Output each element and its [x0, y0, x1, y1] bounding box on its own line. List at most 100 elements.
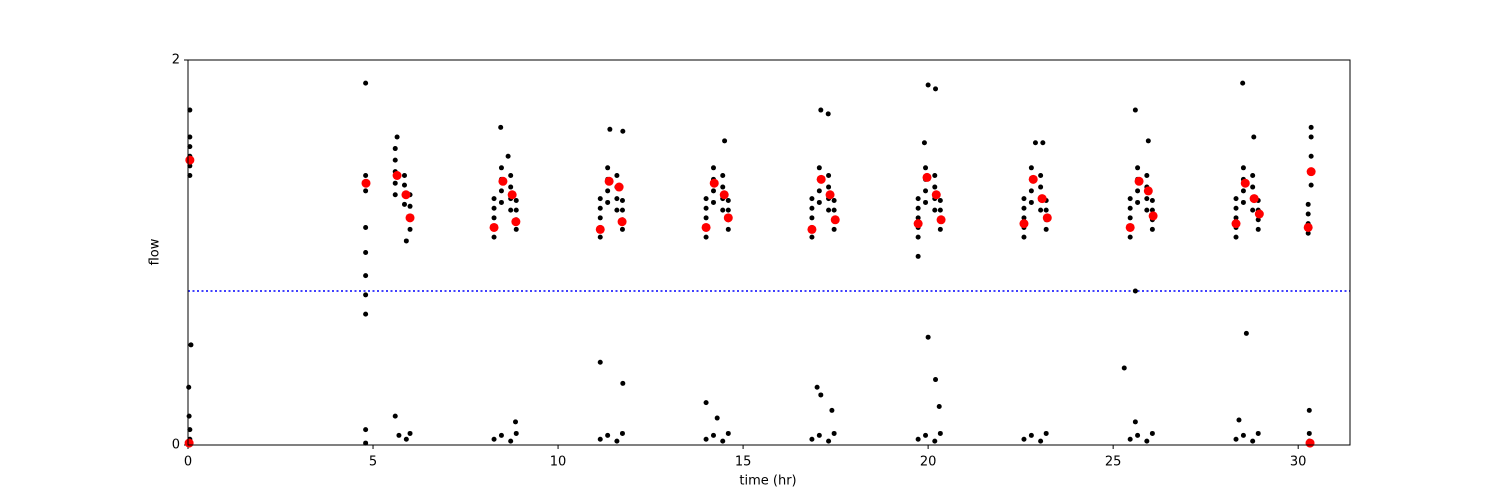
point [1143, 186, 1153, 196]
point [617, 217, 627, 227]
point [619, 226, 625, 232]
point [491, 196, 497, 202]
point [1306, 167, 1316, 177]
point [703, 436, 709, 442]
point [825, 190, 835, 200]
point [1021, 436, 1027, 442]
point [595, 224, 605, 234]
point [513, 207, 519, 213]
y-tick-label: 0 [172, 438, 180, 453]
point [720, 438, 726, 444]
point [605, 165, 611, 171]
x-tick-label: 15 [735, 455, 752, 470]
point [932, 438, 938, 444]
point [491, 205, 497, 211]
point [710, 432, 716, 438]
point [826, 438, 832, 444]
point [1308, 134, 1314, 140]
point [1149, 226, 1155, 232]
point [809, 234, 815, 240]
point [1308, 124, 1314, 130]
x-tick-label: 10 [550, 455, 567, 470]
point [714, 415, 720, 421]
point [725, 207, 731, 213]
point [508, 173, 514, 178]
point [361, 178, 371, 188]
point [489, 222, 499, 232]
point [826, 173, 832, 178]
point [709, 178, 719, 188]
point [703, 234, 709, 240]
point [392, 180, 398, 186]
point [491, 215, 497, 221]
point [809, 205, 815, 211]
point [826, 207, 832, 213]
point [831, 207, 837, 213]
point [597, 359, 603, 365]
point [187, 107, 193, 113]
point [932, 207, 938, 213]
point [1149, 430, 1155, 436]
point [394, 134, 400, 140]
point [818, 392, 824, 398]
point [932, 173, 938, 178]
point [831, 198, 837, 204]
point [915, 253, 921, 259]
point [597, 436, 603, 442]
point [1021, 215, 1027, 221]
point [1127, 215, 1133, 221]
point [620, 380, 626, 386]
point [1021, 205, 1027, 211]
x-axis-label: time (hr) [739, 474, 796, 489]
point [1144, 438, 1150, 444]
point [1121, 365, 1127, 371]
point [1028, 432, 1034, 438]
point [925, 334, 931, 340]
point [923, 188, 929, 194]
point [1240, 178, 1250, 188]
point [185, 155, 195, 165]
point [937, 198, 943, 204]
point [937, 226, 943, 232]
point [937, 207, 943, 213]
point [1043, 226, 1049, 232]
point [363, 311, 369, 317]
point [1233, 234, 1239, 240]
point [1250, 438, 1256, 444]
point [831, 430, 837, 436]
point [830, 215, 840, 225]
point [614, 182, 624, 192]
point [597, 205, 603, 211]
point [508, 184, 514, 190]
point [1127, 436, 1133, 442]
point [1038, 184, 1044, 190]
point [1127, 234, 1133, 240]
point [498, 124, 504, 130]
point [1021, 234, 1027, 240]
point [923, 432, 929, 438]
point [186, 384, 192, 390]
point [513, 198, 519, 204]
point [392, 192, 398, 198]
x-tick-label: 20 [920, 455, 937, 470]
point [923, 165, 929, 171]
point [809, 436, 815, 442]
point [710, 199, 716, 205]
point [1255, 217, 1261, 223]
point [1028, 165, 1034, 171]
x-tick-label: 25 [1105, 455, 1122, 470]
point [1040, 140, 1046, 146]
point [403, 436, 409, 442]
point [816, 165, 822, 171]
point [401, 173, 407, 178]
point [498, 165, 504, 171]
point [1132, 107, 1138, 113]
point [1135, 188, 1141, 194]
point [1144, 196, 1150, 202]
point [933, 86, 939, 92]
point [725, 198, 731, 204]
point [604, 176, 614, 186]
point [401, 201, 407, 207]
point [597, 215, 603, 221]
point [1032, 140, 1038, 146]
